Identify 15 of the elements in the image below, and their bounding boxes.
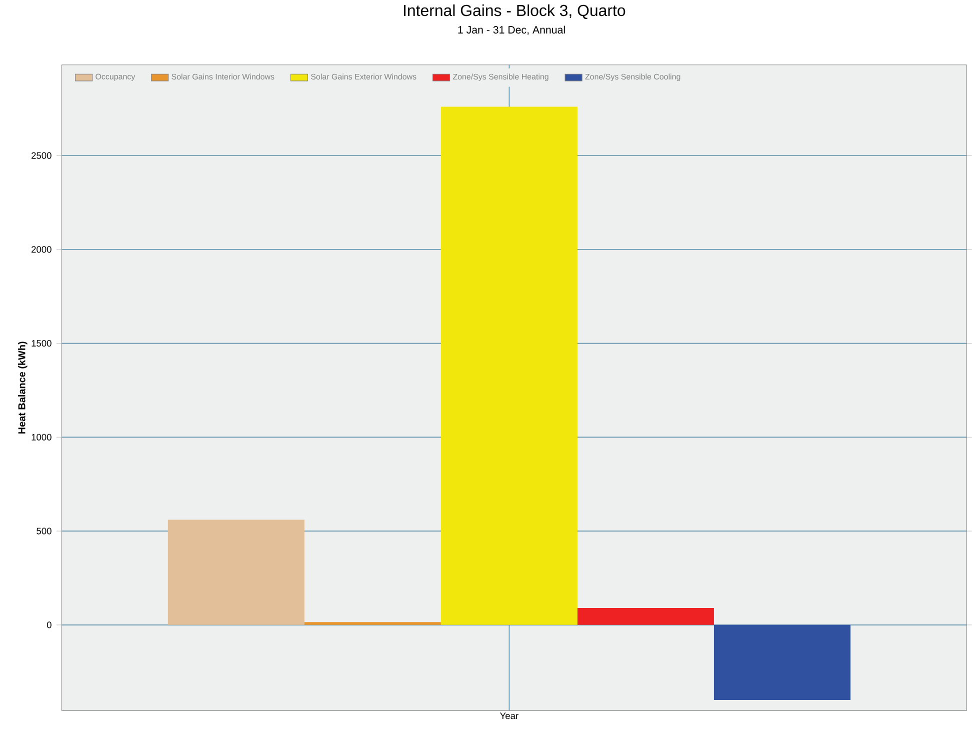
y-tick-label: 0: [46, 621, 52, 628]
x-tick-label: Year: [500, 712, 518, 719]
chart-subtitle: 1 Jan - 31 Dec, Annual: [458, 26, 565, 35]
y-tick-label: 1000: [32, 434, 52, 440]
chart-title: Internal Gains - Block 3, Quarto: [404, 4, 626, 19]
bar: [168, 520, 304, 625]
y-tick-label: 2000: [32, 246, 52, 252]
y-axis-title: Heat Balance (kWh): [18, 341, 28, 434]
y-tick-label: 2500: [32, 152, 52, 159]
bar: [304, 622, 441, 625]
bar: [440, 106, 578, 625]
y-tick-label: 500: [36, 528, 52, 534]
y-tick-label: 1500: [32, 340, 52, 346]
bar: [714, 624, 850, 700]
bar: [577, 608, 714, 625]
